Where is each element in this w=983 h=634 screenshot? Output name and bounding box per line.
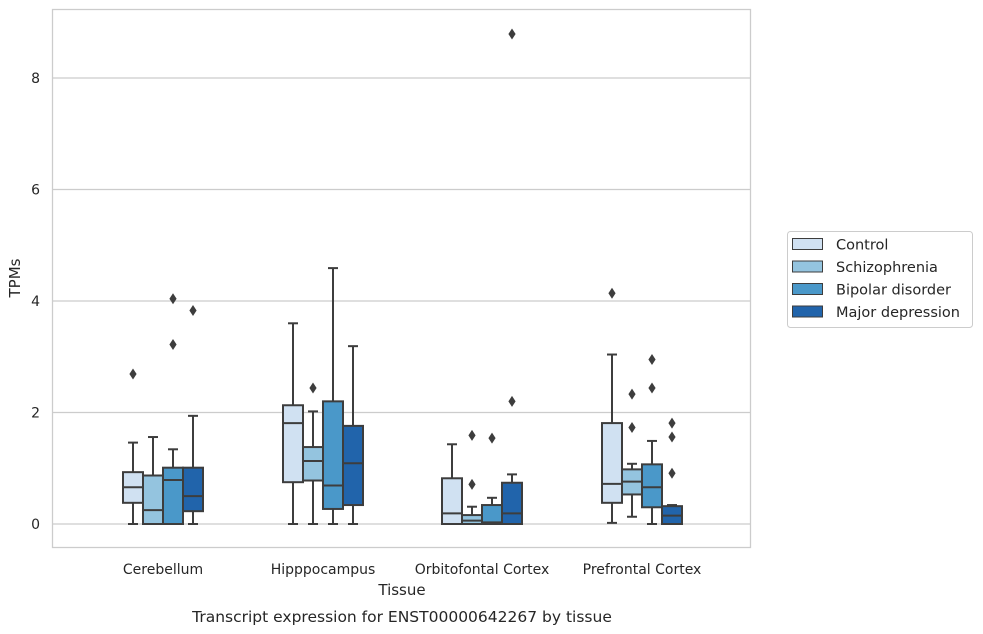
legend-swatch bbox=[792, 238, 823, 250]
box-major-depression bbox=[342, 345, 364, 525]
outlier-point bbox=[668, 417, 676, 429]
box-body bbox=[342, 424, 364, 507]
box-body bbox=[142, 474, 164, 525]
outlier-point bbox=[129, 368, 137, 380]
box-schizophrenia bbox=[461, 429, 483, 526]
x-tick-label: Prefrontal Cortex bbox=[583, 562, 702, 578]
box-major-depression bbox=[501, 28, 523, 525]
box-body bbox=[461, 514, 483, 526]
box-bipolar-disorder bbox=[322, 267, 344, 525]
box-bipolar-disorder bbox=[162, 293, 184, 526]
legend-label: Control bbox=[836, 238, 888, 254]
outlier-point bbox=[608, 287, 616, 299]
plot-frame bbox=[51, 8, 752, 549]
x-tick-label: Orbitofontal Cortex bbox=[415, 562, 550, 578]
box-body bbox=[182, 466, 204, 513]
y-tick-label: 2 bbox=[31, 406, 40, 422]
box-body bbox=[162, 466, 184, 526]
y-tick-label: 4 bbox=[31, 294, 40, 310]
boxes bbox=[122, 28, 683, 526]
box-body bbox=[501, 481, 523, 525]
outlier-point bbox=[648, 382, 656, 394]
legend-swatch bbox=[792, 260, 823, 273]
outlier-point bbox=[468, 429, 476, 441]
box-bipolar-disorder bbox=[641, 354, 663, 525]
legend: Control Schizophrenia Bipolar disorder Majo… bbox=[787, 231, 973, 328]
box-body bbox=[601, 422, 623, 504]
box-body bbox=[481, 504, 503, 526]
outlier-point bbox=[508, 395, 516, 407]
outlier-point bbox=[189, 304, 197, 316]
x-tick-label: Cerebellum bbox=[123, 562, 203, 578]
x-tick-label: Hipppocampus bbox=[271, 562, 376, 578]
outlier-point bbox=[468, 478, 476, 490]
box-major-depression bbox=[182, 304, 204, 525]
box-schizophrenia bbox=[621, 388, 643, 518]
x-axis-label: Tissue bbox=[377, 581, 425, 599]
outlier-point bbox=[648, 354, 656, 366]
box-control bbox=[601, 287, 623, 524]
outlier-point bbox=[628, 388, 636, 400]
tick-labels: 0 2 4 6 8 Cerebellum Hipppocampus Orbitofontal … bbox=[31, 71, 701, 578]
box-control bbox=[122, 368, 144, 525]
outlier-point bbox=[508, 28, 516, 40]
box-schizophrenia bbox=[302, 382, 324, 525]
box-body bbox=[322, 400, 344, 510]
legend-swatch bbox=[792, 305, 823, 318]
box-major-depression bbox=[661, 417, 683, 526]
box-body bbox=[641, 463, 663, 509]
box-body bbox=[302, 446, 324, 482]
outlier-point bbox=[628, 422, 636, 434]
outlier-point bbox=[169, 338, 177, 350]
y-tick-label: 0 bbox=[31, 517, 40, 533]
box-control bbox=[282, 322, 304, 525]
outlier-point bbox=[169, 293, 177, 305]
outlier-point bbox=[488, 432, 496, 444]
legend-label: Bipolar disorder bbox=[836, 283, 951, 299]
y-tick-label: 6 bbox=[31, 183, 40, 199]
legend-swatch bbox=[792, 283, 823, 295]
box-body bbox=[282, 404, 304, 484]
box-control bbox=[441, 443, 463, 526]
legend-label: Schizophrenia bbox=[836, 260, 938, 276]
legend-label: Major depression bbox=[836, 305, 960, 321]
y-tick-label: 8 bbox=[31, 71, 40, 87]
box-body bbox=[441, 477, 463, 526]
chart-caption: Transcript expression for ENST0000064226… bbox=[191, 608, 612, 626]
legend-frame bbox=[787, 231, 973, 328]
outlier-point bbox=[668, 431, 676, 443]
outlier-point bbox=[309, 382, 317, 394]
outlier-point bbox=[668, 467, 676, 479]
y-axis-label: TPMs bbox=[6, 258, 24, 298]
